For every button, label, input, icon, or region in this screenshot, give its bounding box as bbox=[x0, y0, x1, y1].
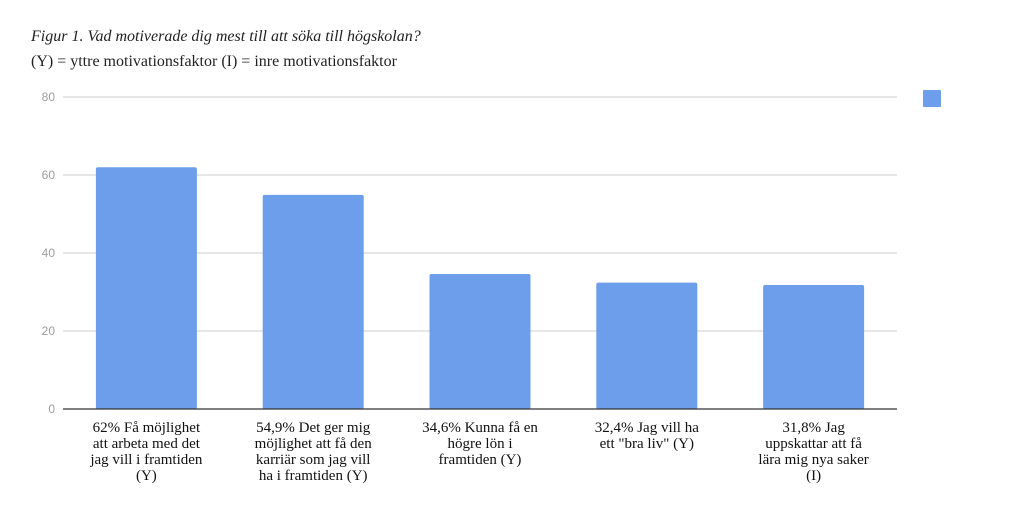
x-tick-label-line: jag vill i framtiden bbox=[89, 452, 203, 468]
x-tick-label-line: karriär som jag vill bbox=[256, 452, 371, 468]
x-tick-label-line: uppskattar att få bbox=[765, 436, 862, 452]
x-tick-label-line: 34,6% Kunna få en bbox=[422, 420, 538, 436]
y-tick-label-0: 0 bbox=[48, 402, 55, 416]
bar-5 bbox=[763, 284, 865, 409]
x-tick-label-line: 31,8% Jag bbox=[782, 420, 845, 436]
chart-title: Figur 1. Vad motiverade dig mest till at… bbox=[31, 28, 421, 45]
x-tick-label-4: 32,4% Jag vill ha ett "bra liv" (Y) bbox=[595, 420, 699, 452]
chart-subtitle: (Y) = yttre motivationsfaktor (I) = inre… bbox=[31, 53, 397, 70]
x-tick-label-5: 31,8% Jag uppskattar att få lära mig nya s… bbox=[758, 420, 868, 484]
x-tick-label-line: framtiden (Y) bbox=[439, 452, 522, 468]
legend-swatch bbox=[923, 90, 941, 107]
x-tick-label-1: 62% Få möjlighet att arbeta med det jag vi… bbox=[89, 420, 203, 484]
y-tick-label-80: 80 bbox=[42, 90, 56, 104]
x-tick-label-line: möjlighet att få den bbox=[255, 436, 373, 452]
bar-1 bbox=[95, 167, 197, 409]
x-tick-label-line: 54,9% Det ger mig bbox=[256, 420, 371, 436]
x-tick-label-line: 62% Få möjlighet bbox=[93, 420, 201, 436]
x-tick-label-line: (I) bbox=[806, 468, 821, 484]
x-tick-label-line: ett "bra liv" (Y) bbox=[600, 436, 694, 452]
x-tick-label-line: 32,4% Jag vill ha bbox=[595, 420, 699, 436]
x-tick-label-line: att arbeta med det bbox=[93, 436, 201, 452]
y-tick-label-40: 40 bbox=[42, 246, 56, 260]
x-tick-label-3: 34,6% Kunna få en högre lön i framtiden (Y… bbox=[422, 420, 538, 468]
y-tick-label-20: 20 bbox=[42, 324, 56, 338]
bar-3 bbox=[429, 274, 531, 409]
x-tick-label-line: ha i framtiden (Y) bbox=[259, 468, 368, 484]
x-tick-label-line: (Y) bbox=[136, 468, 157, 484]
x-tick-label-2: 54,9% Det ger mig möjlighet att få den kar… bbox=[255, 420, 373, 484]
bar-4 bbox=[596, 282, 698, 409]
x-tick-label-line: lära mig nya saker bbox=[758, 452, 868, 468]
y-tick-label-60: 60 bbox=[42, 168, 56, 182]
x-tick-label-line: högre lön i bbox=[448, 436, 513, 452]
bar-2 bbox=[262, 194, 364, 409]
